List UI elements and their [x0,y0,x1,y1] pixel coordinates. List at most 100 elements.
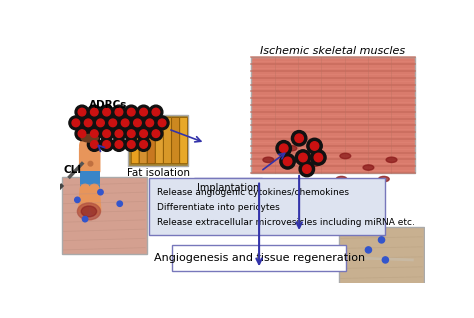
Circle shape [155,116,169,130]
Circle shape [81,116,95,130]
Circle shape [276,141,292,156]
Circle shape [152,130,160,137]
FancyBboxPatch shape [194,177,262,199]
FancyBboxPatch shape [147,117,155,164]
Circle shape [140,108,147,116]
Circle shape [88,161,93,166]
Circle shape [75,197,80,203]
Circle shape [78,130,86,137]
Text: Release extracellular microvesicles including miRNA etc.: Release extracellular microvesicles incl… [157,218,415,226]
Circle shape [302,165,311,173]
FancyBboxPatch shape [180,117,188,164]
Text: Angiogenesis and tissue regeneration: Angiogenesis and tissue regeneration [154,253,365,263]
Circle shape [130,116,145,130]
Circle shape [314,153,323,162]
Ellipse shape [309,161,320,166]
FancyBboxPatch shape [128,115,188,166]
Ellipse shape [363,165,374,170]
FancyBboxPatch shape [131,117,139,164]
Circle shape [91,130,98,137]
Circle shape [124,127,138,141]
Text: Differentiate into pericytes: Differentiate into pericytes [157,203,280,212]
FancyBboxPatch shape [251,58,415,173]
Circle shape [112,137,126,151]
Circle shape [295,134,303,142]
Ellipse shape [336,176,347,182]
Circle shape [78,108,86,116]
Circle shape [72,119,80,127]
Ellipse shape [378,176,389,182]
Text: Ischemic skeletal muscles: Ischemic skeletal muscles [260,46,406,56]
FancyBboxPatch shape [172,117,179,164]
FancyBboxPatch shape [155,117,163,164]
Circle shape [124,105,138,119]
FancyBboxPatch shape [149,178,384,235]
FancyBboxPatch shape [79,147,100,173]
Circle shape [103,108,110,116]
Circle shape [137,137,151,151]
Circle shape [140,141,147,148]
Circle shape [118,116,132,130]
Circle shape [128,108,135,116]
Circle shape [137,127,151,141]
Circle shape [112,105,126,119]
Circle shape [100,105,114,119]
Circle shape [103,130,110,137]
Ellipse shape [77,203,100,220]
Circle shape [307,138,322,154]
Ellipse shape [340,153,351,159]
Circle shape [124,137,138,151]
Circle shape [103,141,110,148]
FancyBboxPatch shape [339,227,424,292]
Circle shape [91,141,98,148]
Circle shape [299,161,315,177]
Circle shape [112,127,126,141]
Ellipse shape [282,180,293,186]
Circle shape [87,137,101,151]
Circle shape [80,136,100,156]
Text: Implantation: Implantation [197,183,259,193]
Circle shape [310,150,326,165]
Circle shape [158,119,166,127]
Circle shape [149,105,163,119]
FancyBboxPatch shape [80,170,100,189]
Circle shape [292,131,307,146]
FancyBboxPatch shape [62,177,146,254]
Circle shape [134,119,141,127]
Circle shape [97,119,104,127]
FancyBboxPatch shape [139,117,147,164]
Circle shape [100,127,114,141]
Ellipse shape [386,157,397,162]
Circle shape [117,201,122,206]
Circle shape [91,108,98,116]
Circle shape [75,127,89,141]
Circle shape [152,108,160,116]
Circle shape [82,217,88,222]
Circle shape [115,130,123,137]
Circle shape [383,257,389,263]
Text: CLI: CLI [64,165,82,175]
Circle shape [87,127,101,141]
FancyBboxPatch shape [164,117,171,164]
Ellipse shape [286,146,297,151]
Circle shape [283,157,292,166]
Circle shape [280,154,295,169]
FancyBboxPatch shape [172,245,346,272]
Circle shape [69,116,83,130]
Circle shape [128,130,135,137]
Circle shape [299,153,307,162]
Circle shape [378,237,384,243]
Text: Fat isolation: Fat isolation [127,168,190,178]
Circle shape [106,116,120,130]
Circle shape [149,127,163,141]
Ellipse shape [81,135,98,142]
Circle shape [87,105,101,119]
Circle shape [84,119,92,127]
Text: ADRCs: ADRCs [89,100,128,110]
Circle shape [295,150,310,165]
Circle shape [280,144,288,153]
Circle shape [115,108,123,116]
Circle shape [109,119,117,127]
Circle shape [98,190,103,195]
Ellipse shape [263,157,273,162]
